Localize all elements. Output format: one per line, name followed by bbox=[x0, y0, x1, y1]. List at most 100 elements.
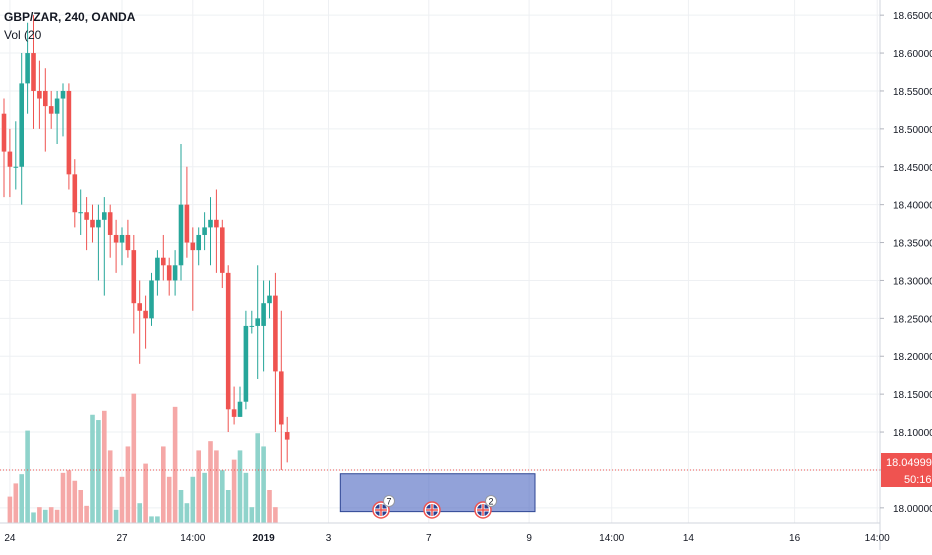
candle-body bbox=[13, 166, 19, 168]
volume-bar bbox=[113, 509, 119, 523]
candle-body bbox=[184, 204, 190, 243]
y-tick-label: 18.35000 bbox=[893, 239, 932, 250]
event-count: 2 bbox=[488, 497, 493, 507]
volume-bar bbox=[208, 441, 213, 523]
y-tick-label: 18.15000 bbox=[893, 390, 932, 401]
volume-bars bbox=[7, 393, 278, 523]
volume-bar bbox=[78, 490, 83, 523]
candle-body bbox=[54, 98, 60, 114]
volume-bar bbox=[202, 472, 207, 523]
volume-bar bbox=[107, 450, 113, 523]
volume-bar bbox=[172, 406, 178, 523]
volume-bar bbox=[255, 433, 260, 523]
volume-legend[interactable]: Vol (20 bbox=[4, 28, 42, 42]
candle-body bbox=[149, 280, 154, 319]
candle-body bbox=[249, 325, 255, 327]
candle-body bbox=[202, 227, 207, 235]
candle-body bbox=[107, 212, 113, 235]
candle-body bbox=[284, 432, 290, 440]
price-tag-box bbox=[881, 453, 932, 470]
candle-body bbox=[231, 409, 237, 417]
y-axis[interactable]: 18.0000018.0500018.1000018.1500018.20000… bbox=[880, 11, 932, 515]
volume-bar bbox=[184, 503, 190, 523]
volume-bar bbox=[102, 410, 107, 523]
candle-body bbox=[66, 90, 72, 175]
candle-body bbox=[137, 303, 142, 311]
candle-body bbox=[143, 310, 148, 319]
volume-bar bbox=[96, 420, 101, 523]
x-tick-label: 27 bbox=[116, 533, 128, 544]
volume-bar bbox=[267, 490, 272, 523]
volume-bar bbox=[149, 516, 154, 523]
x-tick-label: 9 bbox=[526, 533, 532, 544]
candle-body bbox=[220, 227, 225, 273]
volume-bar bbox=[243, 472, 249, 523]
symbol-title[interactable]: GBP/ZAR, 240, OANDA bbox=[4, 10, 136, 24]
volume-bar bbox=[178, 490, 184, 523]
x-tick-label: 24 bbox=[4, 533, 16, 544]
volume-bar bbox=[13, 483, 19, 523]
candle-body bbox=[90, 219, 95, 228]
candle-body bbox=[7, 151, 13, 167]
event-count-badge bbox=[383, 495, 395, 507]
volume-bar bbox=[84, 505, 89, 523]
volume-bar bbox=[66, 470, 72, 523]
uk-flag-icon: 7 bbox=[372, 495, 395, 519]
volume-bar bbox=[25, 430, 30, 523]
volume-bar bbox=[90, 414, 95, 523]
volume-bar bbox=[7, 496, 13, 523]
candle-body bbox=[261, 303, 266, 326]
volume-bar bbox=[166, 476, 172, 523]
volume-bar bbox=[31, 512, 36, 523]
x-tick-label: 2019 bbox=[252, 533, 275, 544]
volume-bar bbox=[137, 503, 142, 523]
volume-bar bbox=[225, 490, 231, 523]
candle-body bbox=[273, 295, 278, 372]
y-tick-label: 18.20000 bbox=[893, 352, 932, 363]
candle-body bbox=[31, 53, 36, 91]
countdown-box bbox=[881, 470, 932, 487]
candle-body bbox=[255, 318, 260, 326]
candle-body bbox=[131, 250, 137, 304]
price-tag-value: 18.04999 bbox=[886, 457, 932, 469]
candle-body bbox=[214, 219, 219, 228]
candle-body bbox=[43, 90, 48, 107]
y-tick-label: 18.40000 bbox=[893, 201, 932, 212]
event-count: 7 bbox=[386, 497, 391, 507]
candle-body bbox=[119, 234, 125, 243]
y-tick-label: 18.00000 bbox=[893, 504, 932, 515]
countdown-value: 50:16 bbox=[904, 474, 932, 486]
candle-body bbox=[37, 90, 42, 99]
candle-body bbox=[102, 212, 107, 220]
candle-body bbox=[84, 212, 89, 220]
x-tick-label: 7 bbox=[426, 533, 432, 544]
candle-body bbox=[237, 401, 243, 417]
y-tick-label: 18.25000 bbox=[893, 314, 932, 325]
volume-bar bbox=[143, 463, 148, 523]
candle-body bbox=[78, 212, 83, 214]
candle-body bbox=[161, 257, 166, 266]
volume-bar bbox=[43, 509, 48, 523]
candle-body bbox=[1, 113, 7, 152]
volume-bar bbox=[60, 472, 66, 523]
volume-bar bbox=[131, 393, 137, 523]
volume-bar bbox=[19, 474, 24, 523]
candle-body bbox=[225, 272, 231, 410]
candle-body bbox=[72, 174, 78, 213]
volume-bar bbox=[48, 507, 54, 523]
y-tick-label: 18.30000 bbox=[893, 276, 932, 287]
y-tick-label: 18.10000 bbox=[893, 428, 932, 439]
candle-body bbox=[125, 234, 131, 251]
y-tick-label: 18.50000 bbox=[893, 125, 932, 136]
volume-bar bbox=[37, 507, 42, 523]
candle-body bbox=[113, 234, 119, 243]
candle-body bbox=[96, 219, 101, 228]
candle-body bbox=[155, 257, 160, 281]
candle-body bbox=[279, 371, 284, 425]
x-tick-label: 14:00 bbox=[599, 533, 624, 544]
x-axis[interactable]: 24 27 14:00 2019 3 7 9 14:00 14 16 14:00 bbox=[4, 533, 890, 544]
candle-body bbox=[25, 53, 30, 84]
